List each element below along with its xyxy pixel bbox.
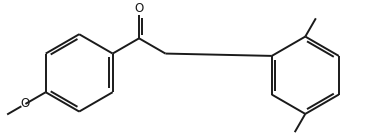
Text: O: O xyxy=(134,2,144,15)
Text: O: O xyxy=(21,97,30,110)
